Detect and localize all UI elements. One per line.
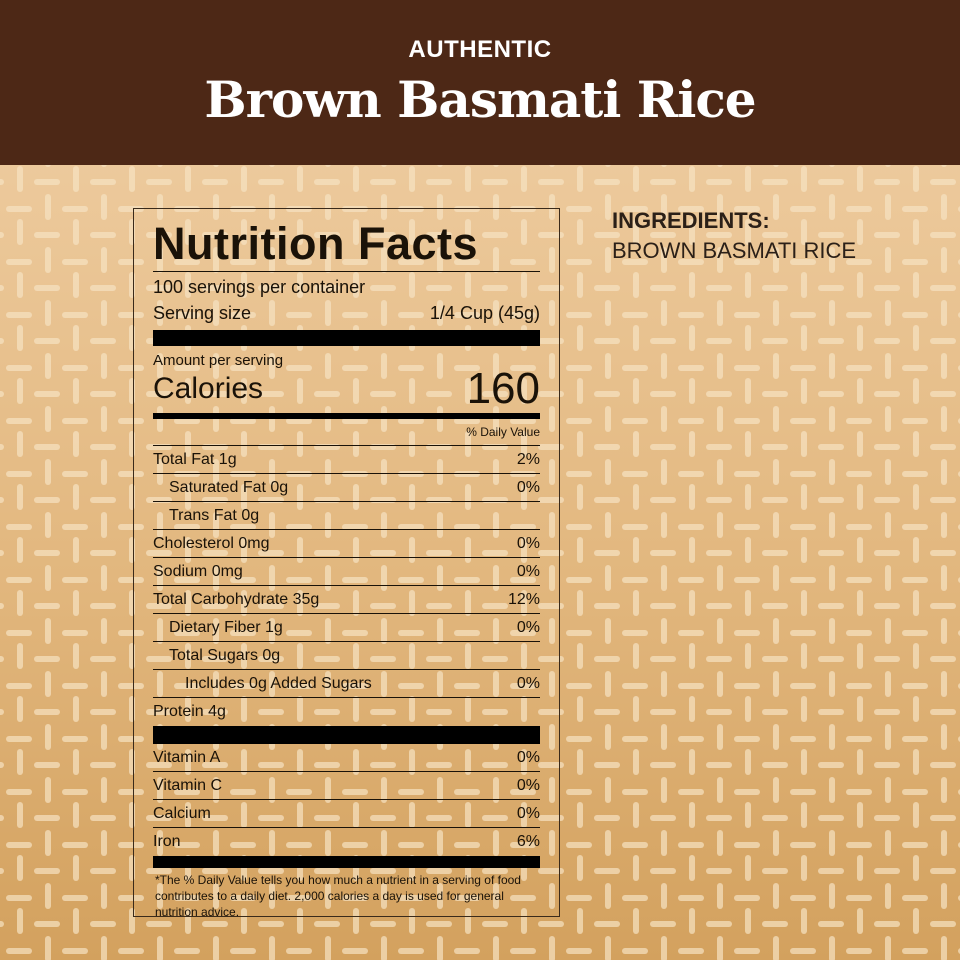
serving-size-row: Serving size 1/4 Cup (45g) bbox=[153, 300, 540, 326]
calories-label: Calories bbox=[153, 372, 264, 405]
nutrient-daily-value: 6% bbox=[516, 833, 540, 850]
nutrient-row: Calcium 0% bbox=[153, 800, 540, 828]
nutrient-name: Saturated Fat 0g bbox=[169, 479, 289, 496]
calories-value: 160 bbox=[466, 364, 540, 413]
amount-per-serving: Amount per serving bbox=[153, 352, 284, 369]
nutrient-row: Total Fat 1g 2% bbox=[153, 446, 540, 474]
nutrient-name: Cholesterol 0mg bbox=[153, 535, 270, 552]
header-banner: AUTHENTIC Brown Basmati Rice bbox=[0, 0, 960, 165]
nutrient-name: Protein 4g bbox=[153, 703, 226, 720]
nutrient-daily-value: 0% bbox=[516, 749, 540, 766]
nutrient-name: Total Fat 1g bbox=[153, 451, 237, 468]
nutrient-daily-value: 12% bbox=[507, 591, 540, 608]
nutrient-daily-value: 0% bbox=[516, 535, 540, 552]
nutrient-name: Vitamin A bbox=[153, 749, 221, 766]
header-subtitle: AUTHENTIC bbox=[408, 36, 552, 63]
nutrient-row: Dietary Fiber 1g 0% bbox=[153, 614, 540, 642]
nutrient-name: Vitamin C bbox=[153, 777, 223, 794]
calories-row: Calories 160 bbox=[153, 364, 540, 413]
nutrient-row: Sodium 0mg 0% bbox=[153, 558, 540, 586]
nutrient-row: Protein 4g bbox=[153, 698, 540, 726]
divider-thick bbox=[153, 856, 540, 868]
nutrient-name: Dietary Fiber 1g bbox=[169, 619, 283, 636]
footnote: *The % Daily Value tells you how much a … bbox=[155, 873, 521, 919]
nutrient-row: Vitamin A 0% bbox=[153, 744, 540, 772]
divider-thick bbox=[153, 330, 540, 346]
nutrient-name: Includes 0g Added Sugars bbox=[185, 675, 372, 692]
nutrient-row: Saturated Fat 0g 0% bbox=[153, 474, 540, 502]
servings-per-container: 100 servings per container bbox=[153, 274, 540, 300]
ingredients-section: INGREDIENTS: BROWN BASMATI RICE bbox=[612, 207, 856, 267]
nutrient-name: Iron bbox=[153, 833, 181, 850]
serving-size-value: 1/4 Cup (45g) bbox=[429, 303, 540, 323]
nutrient-daily-value: 0% bbox=[516, 805, 540, 822]
nutrient-row: Vitamin C 0% bbox=[153, 772, 540, 800]
ingredients-text: BROWN BASMATI RICE bbox=[612, 238, 857, 263]
nutrient-daily-value: 0% bbox=[516, 675, 540, 692]
divider-thick bbox=[153, 726, 540, 744]
servings-text: 100 servings per container bbox=[153, 277, 366, 297]
nutrient-daily-value: 0% bbox=[516, 563, 540, 580]
product-title: Brown Basmati Rice bbox=[204, 70, 756, 129]
nutrition-facts-label: Nutrition Facts 100 servings per contain… bbox=[133, 208, 560, 919]
daily-value-header: % Daily Value bbox=[153, 419, 540, 446]
nutrition-facts-title: Nutrition Facts bbox=[153, 219, 540, 272]
nutrient-row: Total Carbohydrate 35g 12% bbox=[153, 586, 540, 614]
nutrient-name: Sodium 0mg bbox=[153, 563, 243, 580]
nutrient-row: Iron 6% bbox=[153, 828, 540, 856]
ingredients-heading: INGREDIENTS: bbox=[612, 208, 770, 233]
nutrient-daily-value: 0% bbox=[516, 777, 540, 794]
nutrient-row: Trans Fat 0g bbox=[153, 502, 540, 530]
nutrient-name: Total Sugars 0g bbox=[169, 647, 281, 664]
nutrient-name: Total Carbohydrate 35g bbox=[153, 591, 320, 608]
nutrient-name: Calcium bbox=[153, 805, 211, 822]
nutrient-daily-value: 2% bbox=[516, 451, 540, 468]
nutrient-row: Includes 0g Added Sugars 0% bbox=[153, 670, 540, 698]
divider-medium bbox=[153, 413, 540, 419]
serving-size-label: Serving size bbox=[153, 303, 252, 323]
nutrient-daily-value: 0% bbox=[516, 619, 540, 636]
nutrient-row: Cholesterol 0mg 0% bbox=[153, 530, 540, 558]
nutrient-row: Total Sugars 0g bbox=[153, 642, 540, 670]
nutrient-daily-value: 0% bbox=[516, 479, 540, 496]
nutrient-name: Trans Fat 0g bbox=[169, 507, 260, 524]
